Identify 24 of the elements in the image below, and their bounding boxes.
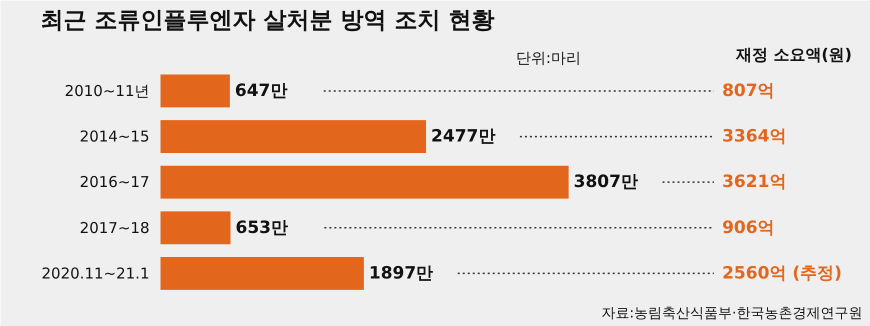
y-tick-label: 2016~17 <box>80 173 150 192</box>
y-tick-label: 2014~15 <box>80 128 150 146</box>
text: 2560억 (추정) <box>722 263 842 284</box>
data-label: 2477만 <box>431 126 496 147</box>
text: 자료:농림축산식품부·한국농촌경제연구원 <box>601 306 863 322</box>
y-tick-label: 2010~11년 <box>64 82 150 100</box>
text: 906억 <box>722 218 775 238</box>
y-tick-label: 2017~18 <box>80 218 150 237</box>
text: 807억 <box>722 80 775 101</box>
bar <box>160 166 569 199</box>
text: 3621억 <box>722 172 786 192</box>
bar <box>160 120 426 153</box>
data-label: 1897만 <box>368 263 434 284</box>
chart-title: 최근 조류인플루엔자 살처분 방역 조치 현황 <box>40 8 495 34</box>
bar <box>160 256 364 290</box>
y-tick-label: 2020.11~21.1 <box>42 264 150 282</box>
legend-title: 재정 소요액(원) <box>734 44 852 64</box>
data-label: 3807만 <box>574 172 638 192</box>
chart-subtitle: 단위:마리 <box>516 49 581 68</box>
bar <box>160 74 230 108</box>
bar <box>160 211 231 244</box>
text: 3364억 <box>722 126 786 147</box>
data-label: 647만 <box>234 80 288 101</box>
data-label: 653만 <box>236 218 288 238</box>
